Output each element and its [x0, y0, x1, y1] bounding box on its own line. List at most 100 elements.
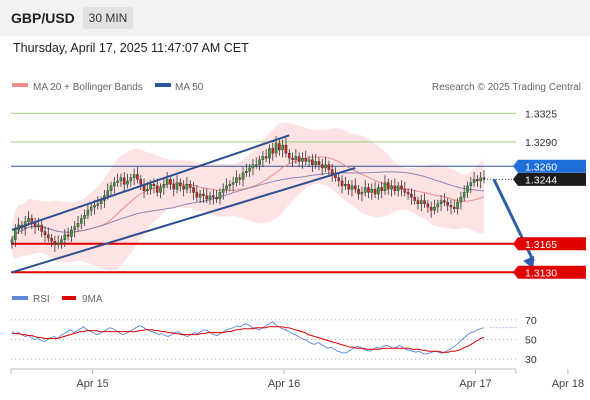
- candle-body: [149, 184, 152, 190]
- candle-body: [258, 159, 261, 165]
- candle-body: [33, 223, 37, 227]
- candle-body: [40, 224, 44, 232]
- level-label-1.3165: 1.3165: [525, 239, 557, 251]
- rsi-ma-line: [12, 326, 485, 353]
- candle-body: [466, 185, 469, 193]
- candle-body: [320, 164, 324, 169]
- legend-swatch-9ma: [62, 296, 76, 300]
- ma50-line: [11, 171, 485, 240]
- candle-body: [353, 185, 357, 190]
- candle-body: [76, 223, 80, 227]
- candle-body: [476, 179, 479, 182]
- candle-body: [159, 187, 162, 193]
- candle-body: [278, 143, 281, 151]
- candle-body: [406, 192, 410, 195]
- candle-body: [50, 237, 53, 242]
- candle-body: [291, 157, 294, 160]
- candle-body: [482, 177, 486, 180]
- candle-body: [218, 192, 222, 200]
- candle-body: [185, 184, 189, 190]
- candle-body: [449, 205, 453, 208]
- candle-body: [56, 242, 60, 245]
- candle-body: [380, 187, 383, 191]
- timeframe-badge[interactable]: 30 MIN: [83, 7, 133, 29]
- candle-body: [271, 148, 275, 154]
- candle-body: [314, 161, 317, 165]
- candle-body: [195, 192, 199, 198]
- candle-body: [311, 159, 314, 165]
- candle-body: [165, 179, 169, 185]
- candle-body: [235, 177, 238, 183]
- candle-body: [96, 203, 100, 206]
- candle-body: [439, 200, 443, 205]
- candle-body: [63, 234, 67, 240]
- time-tick-label: Apr 16: [268, 378, 300, 390]
- candle-body: [122, 177, 126, 185]
- candle-body: [426, 203, 430, 208]
- candle-body: [416, 200, 420, 205]
- credit: Research © 2025 Trading Central: [432, 82, 581, 93]
- candle-body: [251, 164, 255, 169]
- candle-body: [396, 185, 400, 191]
- candle-body: [172, 184, 176, 190]
- candle-body: [136, 174, 139, 180]
- candle-body: [162, 184, 166, 188]
- legend-ma50: MA 50: [175, 82, 204, 93]
- candle-body: [212, 195, 215, 198]
- candle-body: [294, 156, 298, 160]
- candle-body: [139, 179, 143, 185]
- candle-body: [383, 182, 387, 191]
- candle-body: [456, 201, 459, 209]
- time-tick-label: Apr 18: [552, 378, 584, 390]
- forecast-arrow: [492, 178, 535, 270]
- candle-body: [423, 200, 426, 205]
- candle-body: [337, 177, 341, 182]
- candle-body: [169, 179, 172, 185]
- candle-body: [113, 182, 116, 187]
- candle-body: [324, 164, 327, 169]
- candle-body: [307, 159, 311, 162]
- candle-body: [70, 229, 73, 237]
- candle-body: [152, 184, 156, 187]
- candle-body: [357, 188, 360, 195]
- candle-body: [10, 239, 14, 244]
- time-ticks: Apr 15 Apr 16 Apr 17 Apr 18: [10, 369, 584, 390]
- candle-body: [202, 193, 205, 196]
- channel-line-0: [11, 166, 356, 274]
- candle-body: [433, 206, 436, 211]
- candle-body: [413, 197, 416, 201]
- candle-body: [192, 187, 195, 193]
- candle-body: [215, 197, 218, 200]
- candle-body: [370, 188, 374, 193]
- candle-body: [14, 229, 17, 240]
- candles: [10, 136, 486, 252]
- candle-body: [208, 195, 212, 200]
- candle-body: [86, 210, 90, 216]
- candle-body: [83, 215, 86, 219]
- level-tag-1.3130: [513, 265, 586, 279]
- candle-body: [367, 187, 370, 193]
- candle-body: [80, 218, 83, 224]
- level-tag-1.3165: [513, 237, 586, 251]
- candle-body: [419, 200, 423, 205]
- level-label-1.3130: 1.3130: [525, 267, 557, 279]
- legend-swatch-ma50: [155, 83, 171, 87]
- candle-body: [350, 185, 354, 190]
- candle-body: [175, 182, 179, 190]
- candle-body: [179, 182, 182, 187]
- candle-body: [436, 203, 440, 208]
- candle-body: [360, 192, 364, 195]
- chart-datetime: Thursday, April 17, 2025 11:47:07 AM CET: [13, 41, 249, 55]
- candle-body: [73, 226, 77, 231]
- candle-body: [377, 187, 380, 195]
- candle-body: [43, 231, 47, 235]
- candle-body: [254, 164, 258, 166]
- candle-body: [132, 174, 136, 178]
- candle-body: [393, 185, 397, 191]
- candle-body: [274, 143, 278, 154]
- candle-body: [116, 180, 119, 183]
- candle-body: [264, 156, 268, 159]
- candle-body: [225, 185, 228, 190]
- level-tag-1.3260: [513, 159, 586, 173]
